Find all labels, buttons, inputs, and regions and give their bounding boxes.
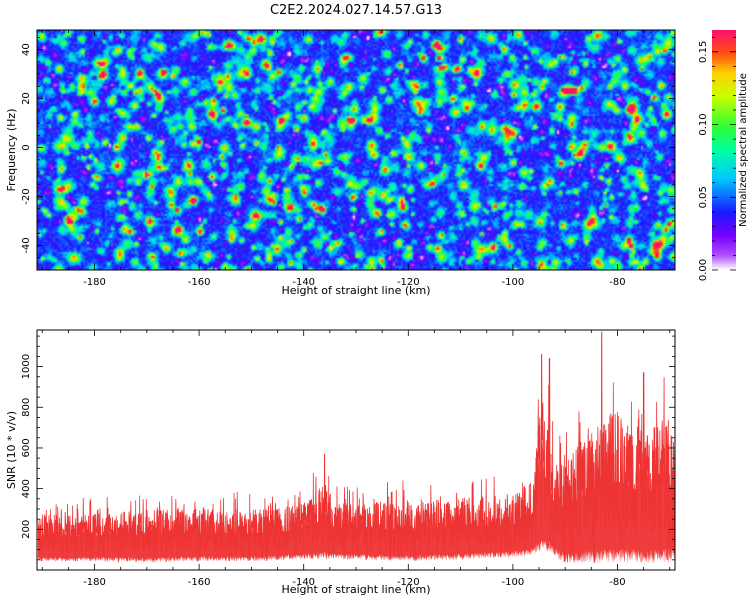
colorbar-ticks: 0.00 0.05 0.10 0.15 — [698, 36, 736, 281]
heatmap-y-ticks: -40 -20 0 20 40 — [21, 36, 675, 271]
snr-x-tick-label: -120 — [397, 577, 420, 588]
heatmap-x-tick-label: -80 — [609, 277, 625, 288]
heatmap-y-label: Frequency (Hz) — [5, 109, 18, 192]
heatmap-y-tick-label: 0 — [21, 144, 32, 150]
heatmap-y-tick-label: -40 — [21, 237, 32, 253]
chart-title: C2E2.2024.027.14.57.G13 — [270, 3, 442, 18]
snr-x-ticks: -180 -160 -140 -120 -100 -80 — [41, 330, 671, 588]
colorbar-tick-label: 0.05 — [698, 186, 709, 208]
colorbar-tick-label: 0.10 — [698, 113, 709, 135]
snr-y-tick-label: 1000 — [21, 354, 32, 379]
snr-x-tick-label: -160 — [188, 577, 211, 588]
heatmap-x-tick-label: -160 — [188, 277, 211, 288]
snr-panel: -180 -160 -140 -120 -100 -80 200 400 600 800 1000… — [5, 329, 676, 596]
snr-x-tick-label: -140 — [292, 577, 315, 588]
heatmap-x-label: Height of straight line (km) — [281, 284, 430, 297]
colorbar-label: Normalized spectral amplitude — [738, 73, 749, 227]
colorbar: 0.00 0.05 0.10 0.15 Normalized spectral amp… — [698, 30, 749, 281]
heatmap-x-tick-label: -180 — [83, 277, 106, 288]
heatmap-x-ticks: -180 -160 -140 -120 -100 -80 — [41, 30, 671, 288]
colorbar-gradient — [712, 30, 736, 270]
snr-y-ticks: 200 400 600 800 1000 — [21, 335, 675, 571]
snr-x-tick-label: -80 — [609, 577, 625, 588]
snr-x-tick-label: -180 — [83, 577, 106, 588]
heatmap-x-tick-label: -140 — [292, 277, 315, 288]
snr-x-tick-label: -100 — [502, 577, 525, 588]
colorbar-tick-label: 0.15 — [698, 41, 709, 63]
heatmap-y-tick-label: -20 — [21, 188, 32, 204]
snr-series-line — [38, 331, 675, 563]
snr-y-tick-label: 600 — [21, 438, 32, 457]
heatmap-y-tick-label: 40 — [21, 43, 32, 56]
heatmap-x-tick-label: -120 — [397, 277, 420, 288]
heatmap-image — [37, 30, 675, 270]
snr-x-label: Height of straight line (km) — [281, 583, 430, 596]
colorbar-tick-label: 0.00 — [698, 259, 709, 281]
heatmap-x-tick-label: -100 — [502, 277, 525, 288]
snr-y-label: SNR (10 * v/v) — [5, 411, 18, 489]
snr-y-tick-label: 800 — [21, 398, 32, 417]
snr-y-tick-label: 200 — [21, 520, 32, 539]
heatmap-panel: -180 -160 -140 -120 -100 -80 -40 -20 0 20 40 Heig… — [5, 29, 676, 297]
snr-y-tick-label: 400 — [21, 479, 32, 498]
heatmap-y-tick-label: 20 — [21, 92, 32, 105]
